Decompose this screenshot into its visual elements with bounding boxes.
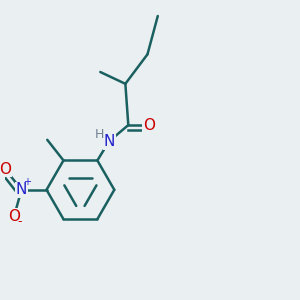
- Text: N: N: [16, 182, 27, 197]
- Text: O: O: [0, 162, 11, 177]
- Text: -: -: [17, 215, 22, 228]
- Text: O: O: [143, 118, 155, 133]
- Text: O: O: [8, 209, 20, 224]
- Text: H: H: [95, 128, 104, 141]
- Text: +: +: [23, 177, 31, 188]
- Text: N: N: [103, 134, 115, 149]
